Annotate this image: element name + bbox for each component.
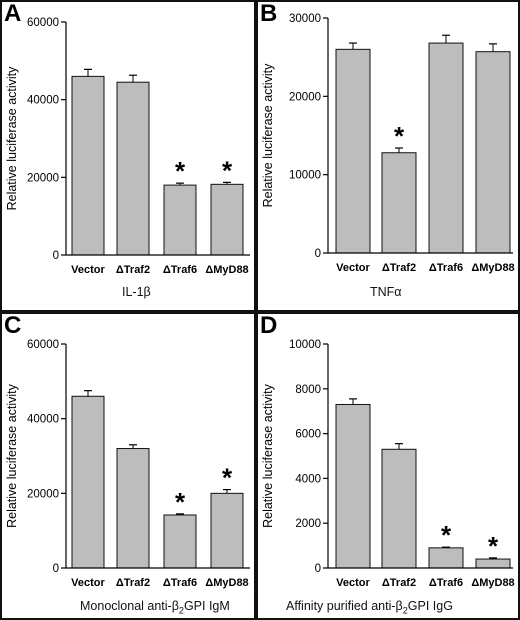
panel-label-c: C — [4, 312, 22, 339]
y-tick-label: 10000 — [289, 170, 321, 182]
x-tick-label: ΔMyD88 — [471, 262, 514, 274]
x-tick-label: Vector — [336, 262, 370, 274]
bar — [475, 51, 511, 254]
y-tick-label: 20000 — [289, 91, 321, 103]
panel-a: 0 20000 40000 60000 Relative luciferase acti… — [0, 0, 256, 312]
significance-asterisk: * — [175, 487, 186, 517]
y-axis-title: Relative luciferase activity — [5, 66, 19, 211]
bar — [428, 547, 464, 569]
panel-label-d: D — [260, 312, 278, 339]
x-tick-label: ΔMyD88 — [471, 577, 514, 589]
significance-asterisk: * — [394, 121, 405, 151]
chart-d: 0 2000 4000 6000 8000 10000 Relative luciferas… — [261, 339, 515, 589]
bar — [381, 152, 417, 254]
bar — [335, 48, 371, 254]
bar — [163, 184, 197, 256]
condition-label-c: Monoclonal anti-β2GPI IgM — [80, 599, 230, 616]
significance-asterisk: * — [488, 531, 499, 561]
y-tick-label: 4000 — [295, 473, 321, 485]
y-tick-label: 10000 — [289, 339, 321, 351]
y-axis-title: Relative luciferase activity — [261, 383, 275, 528]
condition-c-prefix: Monoclonal anti-β — [80, 599, 179, 613]
x-tick-label: ΔTraf2 — [382, 262, 416, 274]
panel-d: 0 2000 4000 6000 8000 10000 Relative luciferas… — [256, 312, 520, 620]
significance-asterisk: * — [222, 463, 233, 493]
y-tick-label: 0 — [53, 250, 59, 262]
bar — [381, 448, 417, 569]
panel-label-b: B — [260, 0, 278, 27]
x-tick-label: ΔTraf6 — [429, 262, 463, 274]
condition-label-d: Affinity purified anti-β2GPI IgG — [286, 599, 453, 616]
condition-label-a: IL-1β — [122, 285, 151, 299]
x-tick-label: Vector — [71, 264, 105, 276]
condition-d-sub: 2 — [402, 605, 408, 616]
x-tick-label: ΔTraf2 — [116, 264, 150, 276]
x-tick-label: Vector — [336, 577, 370, 589]
y-axis-title: Relative luciferase activity — [261, 63, 275, 208]
y-tick-label: 20000 — [27, 172, 59, 184]
significance-asterisk: * — [222, 155, 233, 185]
y-tick-label: 2000 — [295, 518, 321, 530]
condition-a-text: IL-1β — [122, 285, 151, 299]
panel-c: 0 20000 40000 60000 Relative luciferase acti… — [0, 312, 256, 620]
bar — [116, 81, 150, 256]
condition-d-prefix: Affinity purified anti-β — [286, 599, 403, 613]
condition-c-suffix: GPI IgM — [183, 599, 230, 613]
y-tick-label: 6000 — [295, 429, 321, 441]
x-tick-label: Vector — [71, 577, 105, 589]
x-tick-label: ΔTraf6 — [163, 264, 197, 276]
bar — [116, 448, 150, 569]
bar — [71, 395, 105, 569]
panel-label-a: A — [4, 0, 22, 27]
y-tick-label: 20000 — [27, 488, 59, 500]
y-axis-title: Relative luciferase activity — [5, 383, 19, 528]
significance-asterisk: * — [441, 520, 452, 550]
y-tick-label: 30000 — [289, 13, 321, 25]
y-tick-label: 0 — [53, 563, 59, 575]
x-tick-label: ΔMyD88 — [205, 577, 248, 589]
x-tick-label: ΔMyD88 — [205, 264, 248, 276]
y-tick-label: 0 — [315, 248, 321, 260]
y-tick-label: 60000 — [27, 339, 59, 351]
condition-d-suffix: GPI IgG — [407, 599, 453, 613]
panel-b: 0 10000 20000 30000 Relative luciferase acti… — [256, 0, 520, 312]
bar — [71, 75, 105, 256]
x-tick-label: ΔTraf2 — [382, 577, 416, 589]
x-tick-label: ΔTraf2 — [116, 577, 150, 589]
bar — [335, 403, 371, 569]
condition-c-sub: 2 — [178, 605, 184, 616]
y-tick-label: 8000 — [295, 384, 321, 396]
chart-c: 0 20000 40000 60000 Relative luciferase acti… — [5, 339, 250, 589]
y-tick-label: 40000 — [27, 414, 59, 426]
condition-label-b: TNFα — [370, 285, 402, 299]
chart-b: 0 10000 20000 30000 Relative luciferase acti… — [261, 13, 515, 274]
x-tick-label: ΔTraf6 — [163, 577, 197, 589]
bar — [210, 492, 244, 569]
y-tick-label: 40000 — [27, 95, 59, 107]
bar — [163, 514, 197, 569]
bar — [210, 183, 244, 256]
y-tick-label: 0 — [315, 563, 321, 575]
y-tick-label: 60000 — [27, 17, 59, 29]
significance-asterisk: * — [175, 156, 186, 186]
x-tick-label: ΔTraf6 — [429, 577, 463, 589]
chart-a: 0 20000 40000 60000 Relative luciferase acti… — [5, 17, 250, 276]
condition-b-text: TNFα — [370, 285, 402, 299]
bar — [428, 42, 464, 254]
